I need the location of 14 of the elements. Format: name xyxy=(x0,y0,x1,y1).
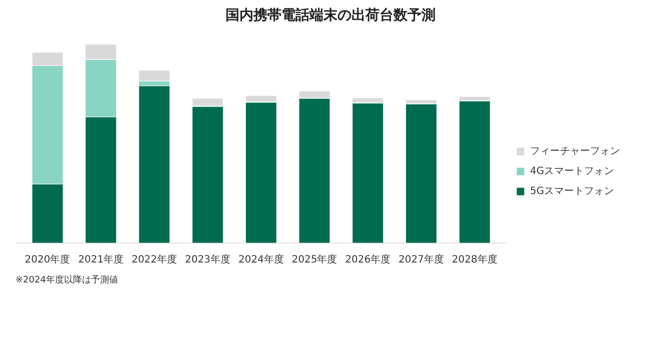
text: ※2024年度以降は予測値 xyxy=(16,274,118,286)
x-tick-label: 2022年度 xyxy=(132,254,178,266)
x-tick-label: 2023年度 xyxy=(184,254,230,266)
x-tick-label: 2027年度 xyxy=(398,254,444,266)
legend-label: 4Gスマートフォン xyxy=(530,165,616,178)
x-tick-label: 2021年度 xyxy=(78,254,124,266)
x-tick-label: 2024年度 xyxy=(238,254,284,266)
x-tick-label: 2026年度 xyxy=(345,254,391,266)
legend-label: 5Gスマートフォン xyxy=(530,185,616,198)
x-tick-label: 2025年度 xyxy=(292,254,338,266)
legend-label: フィーチャーフォン xyxy=(530,145,620,158)
chart-title: 国内携帯電話端末の出荷台数予測 xyxy=(226,6,436,24)
x-tick-label: 2020年度 xyxy=(24,254,70,266)
x-tick-label: 2028年度 xyxy=(452,254,498,266)
